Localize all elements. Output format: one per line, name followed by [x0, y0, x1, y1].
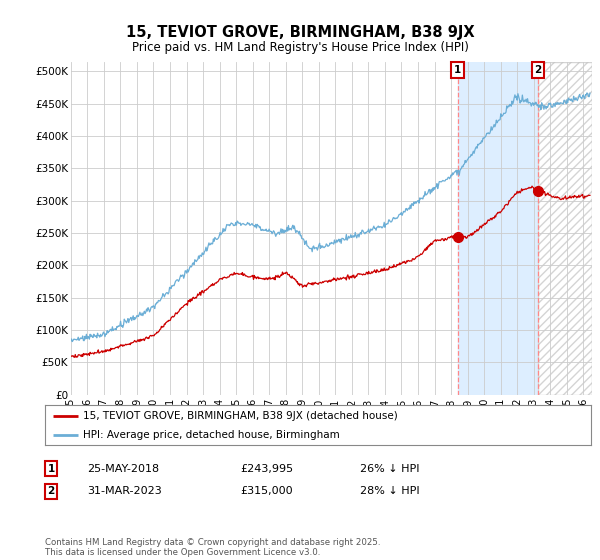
Text: 28% ↓ HPI: 28% ↓ HPI: [360, 486, 419, 496]
Text: 26% ↓ HPI: 26% ↓ HPI: [360, 464, 419, 474]
Text: £315,000: £315,000: [240, 486, 293, 496]
Text: 25-MAY-2018: 25-MAY-2018: [87, 464, 159, 474]
Bar: [538, 62, 592, 395]
Text: £243,995: £243,995: [240, 464, 293, 474]
Text: 15, TEVIOT GROVE, BIRMINGHAM, B38 9JX: 15, TEVIOT GROVE, BIRMINGHAM, B38 9JX: [125, 25, 475, 40]
Text: HPI: Average price, detached house, Birmingham: HPI: Average price, detached house, Birm…: [83, 430, 340, 440]
Text: 2: 2: [47, 486, 55, 496]
Text: 1: 1: [47, 464, 55, 474]
Text: 2: 2: [534, 65, 541, 75]
Text: 31-MAR-2023: 31-MAR-2023: [87, 486, 162, 496]
Text: Price paid vs. HM Land Registry's House Price Index (HPI): Price paid vs. HM Land Registry's House …: [131, 40, 469, 54]
Text: 15, TEVIOT GROVE, BIRMINGHAM, B38 9JX (detached house): 15, TEVIOT GROVE, BIRMINGHAM, B38 9JX (d…: [83, 411, 398, 421]
Bar: [538, 62, 592, 395]
Text: 1: 1: [454, 65, 461, 75]
Text: Contains HM Land Registry data © Crown copyright and database right 2025.
This d: Contains HM Land Registry data © Crown c…: [45, 538, 380, 557]
Bar: [458, 62, 538, 395]
